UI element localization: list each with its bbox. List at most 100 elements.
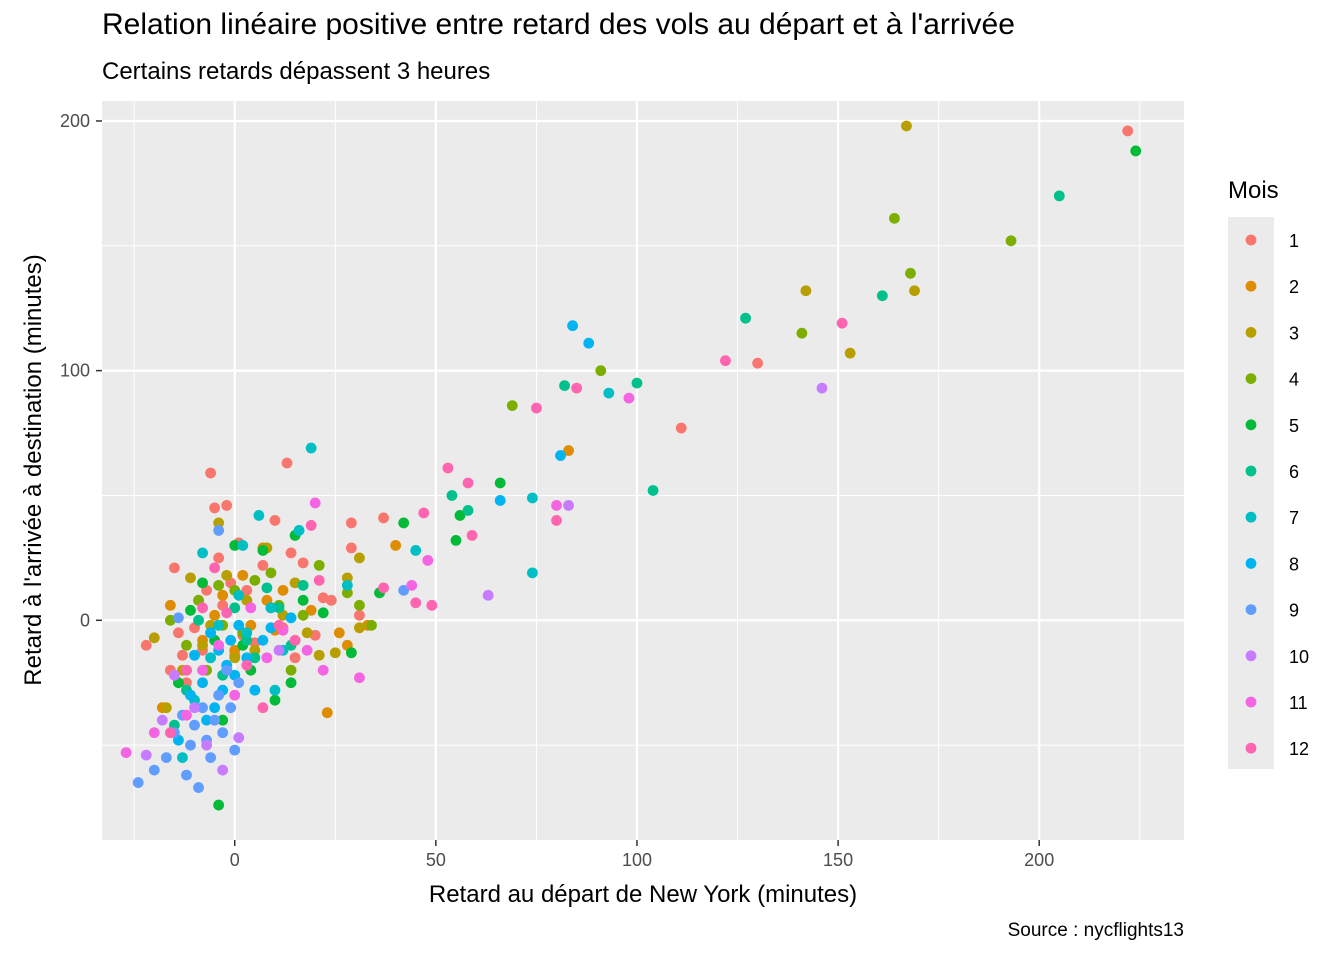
data-point-month-12 <box>164 727 176 739</box>
data-point-month-1 <box>169 562 180 574</box>
data-point-month-5 <box>269 694 281 706</box>
data-point-month-6 <box>249 652 261 664</box>
data-point-month-2 <box>209 609 221 621</box>
data-point-month-10 <box>482 589 494 601</box>
data-point-month-3 <box>901 120 912 132</box>
x-axis: 0 50 100 150 200 <box>230 840 1054 870</box>
data-point-month-5 <box>213 799 225 811</box>
legend-key-month-8 <box>1245 558 1257 569</box>
data-point-month-9 <box>209 714 221 726</box>
data-point-month-8 <box>555 450 566 461</box>
data-point-month-1 <box>209 502 221 514</box>
data-point-month-5 <box>197 577 208 589</box>
x-tick-label: 150 <box>823 850 853 870</box>
data-point-month-9 <box>213 689 225 701</box>
data-point-month-4 <box>249 574 261 586</box>
data-point-month-9 <box>197 702 208 714</box>
x-axis-title: Retard au départ de New York (minutes) <box>429 881 857 908</box>
data-point-month-9 <box>221 664 233 676</box>
legend-label-month-3: 3 <box>1289 323 1299 343</box>
data-point-month-6 <box>273 602 285 614</box>
data-point-month-4 <box>265 567 277 579</box>
data-point-month-3 <box>148 632 160 644</box>
legend-label-month-7: 7 <box>1289 508 1299 528</box>
data-point-month-11 <box>245 602 257 614</box>
data-point-month-5 <box>185 604 196 616</box>
data-point-month-11 <box>623 392 635 404</box>
data-point-month-5 <box>285 677 297 689</box>
data-point-month-8 <box>233 619 245 631</box>
data-point-month-1 <box>325 594 337 606</box>
data-point-month-10 <box>816 382 828 394</box>
data-point-month-6 <box>297 579 309 591</box>
data-point-month-4 <box>313 559 325 571</box>
x-tick-label: 50 <box>426 850 446 870</box>
data-point-month-1 <box>345 517 357 529</box>
legend-key-month-5 <box>1245 419 1257 431</box>
data-point-month-3 <box>301 627 313 639</box>
data-point-month-3 <box>354 552 365 564</box>
data-point-month-12 <box>289 634 301 646</box>
data-point-month-7 <box>177 752 188 764</box>
data-point-month-10 <box>140 749 152 761</box>
legend-label-month-12: 12 <box>1289 739 1309 759</box>
legend-key-month-2 <box>1245 280 1257 292</box>
legend-label-month-11: 11 <box>1289 693 1308 713</box>
data-point-month-1 <box>378 512 389 524</box>
legend-key-month-3 <box>1245 327 1257 338</box>
data-point-month-5 <box>1130 145 1142 157</box>
data-point-month-9 <box>173 612 184 624</box>
data-point-month-7 <box>233 589 245 601</box>
data-point-month-1 <box>257 559 269 571</box>
data-point-month-9 <box>213 525 225 536</box>
data-point-month-12 <box>418 507 430 519</box>
legend-label-month-2: 2 <box>1289 277 1299 297</box>
legend-label-month-5: 5 <box>1289 416 1299 436</box>
data-point-month-8 <box>567 320 579 332</box>
data-point-month-10 <box>217 764 229 776</box>
x-tick-label: 0 <box>230 850 240 870</box>
chart-subtitle: Certains retards dépassent 3 heures <box>102 58 491 85</box>
data-point-month-1 <box>205 467 217 479</box>
data-point-month-4 <box>506 400 518 411</box>
data-point-month-3 <box>354 622 365 634</box>
data-point-month-4 <box>213 579 225 591</box>
data-point-month-6 <box>631 377 643 389</box>
data-point-month-11 <box>422 554 434 566</box>
data-point-month-9 <box>148 764 160 776</box>
data-point-month-4 <box>796 327 808 339</box>
y-tick-label: 0 <box>80 610 90 630</box>
data-point-month-3 <box>800 285 812 297</box>
data-point-month-7 <box>253 510 265 521</box>
data-point-month-10 <box>273 644 285 656</box>
data-point-month-12 <box>410 597 422 609</box>
data-point-month-1 <box>241 584 253 596</box>
legend-title: Mois <box>1228 177 1279 204</box>
data-point-month-12 <box>221 607 233 619</box>
data-point-month-12 <box>209 562 221 574</box>
data-point-month-11 <box>181 709 192 721</box>
data-point-month-11 <box>261 652 273 664</box>
data-point-month-2 <box>217 589 229 601</box>
data-point-month-8 <box>197 677 208 689</box>
data-point-month-4 <box>354 599 365 611</box>
data-point-month-5 <box>494 477 506 489</box>
data-point-month-1 <box>354 609 365 621</box>
y-axis: 0 100 200 <box>60 111 102 630</box>
x-tick-label: 200 <box>1024 850 1054 870</box>
data-point-month-1 <box>281 457 293 469</box>
data-point-month-12 <box>442 462 454 474</box>
chart-title: Relation linéaire positive entre retard … <box>102 8 1015 41</box>
data-point-month-8 <box>241 652 253 664</box>
plot-panel <box>102 101 1184 840</box>
data-point-month-8 <box>249 684 261 696</box>
data-point-month-11 <box>120 747 132 759</box>
data-point-month-12 <box>257 702 269 714</box>
data-point-month-8 <box>583 337 595 349</box>
data-point-month-9 <box>229 744 241 756</box>
data-point-month-11 <box>406 579 418 591</box>
data-point-month-5 <box>217 714 229 726</box>
data-point-month-7 <box>197 547 208 559</box>
data-point-month-8 <box>209 702 221 714</box>
